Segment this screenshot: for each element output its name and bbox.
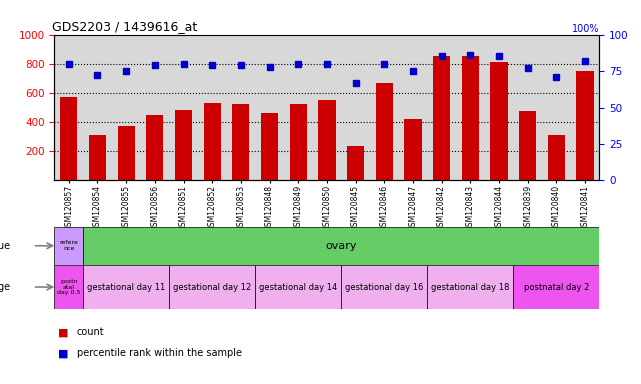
Text: ■: ■ [58, 327, 68, 337]
Text: GDS2203 / 1439616_at: GDS2203 / 1439616_at [52, 20, 197, 33]
Text: 100%: 100% [572, 24, 599, 34]
Bar [290, 104, 307, 180]
Bar [60, 97, 78, 180]
Bar [54, 227, 83, 265]
Bar [319, 100, 335, 180]
Bar [232, 104, 249, 180]
Bar [169, 265, 255, 309]
Bar [428, 265, 513, 309]
Bar [175, 111, 192, 180]
Text: postnatal day 2: postnatal day 2 [524, 283, 589, 291]
Bar [341, 265, 428, 309]
Text: gestational day 11: gestational day 11 [87, 283, 165, 291]
Bar [255, 265, 341, 309]
Bar [204, 103, 221, 180]
Bar [54, 265, 83, 309]
Bar [83, 265, 169, 309]
Text: ovary: ovary [326, 241, 357, 251]
Bar [513, 265, 599, 309]
Text: refere
nce: refere nce [60, 240, 78, 251]
Text: gestational day 14: gestational day 14 [259, 283, 337, 291]
Bar [519, 111, 537, 180]
Bar [117, 126, 135, 180]
Text: count: count [77, 327, 104, 337]
Text: tissue: tissue [0, 241, 11, 251]
Text: ■: ■ [58, 348, 68, 358]
Text: postn
atal
day 0.5: postn atal day 0.5 [57, 279, 81, 295]
Bar [462, 56, 479, 180]
Text: age: age [0, 282, 11, 292]
Bar [490, 62, 508, 180]
Bar [404, 119, 422, 180]
Bar [146, 115, 163, 180]
Bar [347, 146, 364, 180]
Bar [547, 135, 565, 180]
Bar [261, 113, 278, 180]
Text: percentile rank within the sample: percentile rank within the sample [77, 348, 242, 358]
Text: gestational day 16: gestational day 16 [345, 283, 424, 291]
Bar [89, 135, 106, 180]
Text: gestational day 12: gestational day 12 [173, 283, 251, 291]
Bar [376, 83, 393, 180]
Bar [576, 71, 594, 180]
Text: gestational day 18: gestational day 18 [431, 283, 510, 291]
Bar [433, 56, 450, 180]
